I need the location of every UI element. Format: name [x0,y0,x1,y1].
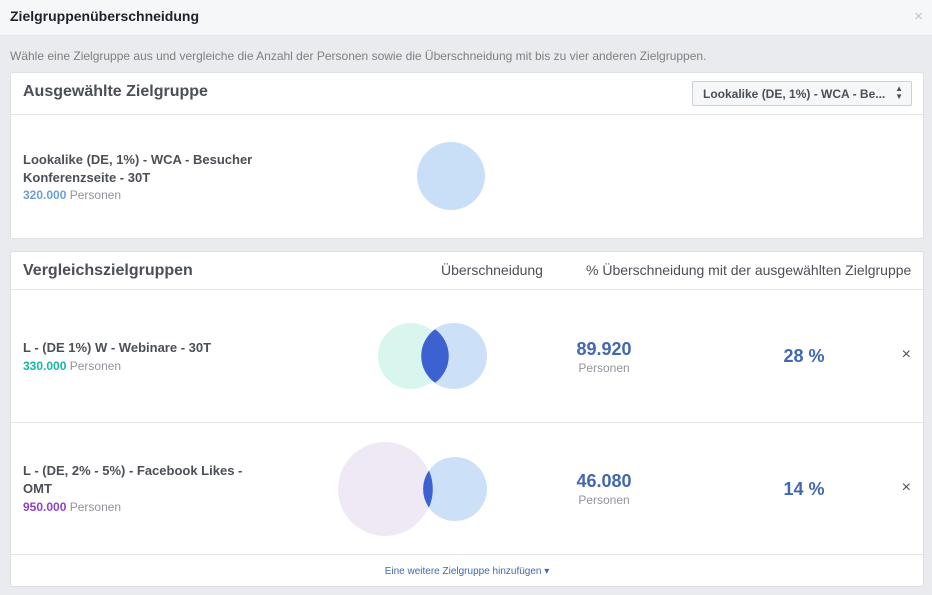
selected-audience-header: Ausgewählte Zielgruppe Lookalike (DE, 1%… [11,73,923,115]
comparison-row: L - (DE 1%) W - Webinare - 30T 330.000 P… [11,290,923,423]
selected-circle [417,142,485,210]
audience-select-value: Lookalike (DE, 1%) - WCA - Be... [703,87,886,101]
selected-audience-card: Ausgewählte Zielgruppe Lookalike (DE, 1%… [10,72,924,239]
comparison-audience-size-value: 330.000 [23,359,67,373]
overlap-count: 46.080 [576,471,632,491]
dialog-title: Zielgruppenüberschneidung [10,8,200,24]
remove-row-icon[interactable]: × [901,479,911,496]
dialog-titlebar: Zielgruppenüberschneidung × [0,0,932,36]
audience-select[interactable]: Lookalike (DE, 1%) - WCA - Be... ▲ ▼ [692,81,912,106]
comparison-row: L - (DE, 2% - 5%) - Facebook Likes - OMT… [11,423,923,555]
comparison-circle [338,442,432,536]
comparison-header: Vergleichszielgruppen Überschneidung % Ü… [11,252,923,290]
overlap-count: 89.920 [576,339,632,359]
remove-row-icon[interactable]: × [901,346,911,363]
overlap-count-unit: Personen [578,361,630,375]
selected-audience-circle [417,142,485,210]
intro-text: Wähle eine Zielgruppe aus und vergleiche… [10,49,707,63]
comparison-audience-size-unit: Personen [69,500,122,514]
selected-audience-name: Lookalike (DE, 1%) - WCA - Besucher Konf… [23,151,252,187]
comparison-audience-size: 330.000 Personen [23,359,121,373]
comparison-audience-name-line2: OMT [23,481,52,496]
selected-audience-heading: Ausgewählte Zielgruppe [23,83,208,100]
venn-diagram [378,323,487,389]
selected-audience-size-unit: Personen [69,188,122,202]
col-header-overlap: Überschneidung [441,262,543,278]
comparison-audience-name-line1: L - (DE, 2% - 5%) - Facebook Likes - [23,463,243,478]
comparison-audience-size-value: 950.000 [23,500,67,514]
add-audience-link[interactable]: Eine weitere Zielgruppe hinzufügen ▾ [384,566,550,577]
overlap-region [423,470,433,508]
comparison-audience-name: L - (DE, 2% - 5%) - Facebook Likes - OMT [23,462,242,498]
overlap-count-unit: Personen [578,493,630,507]
overlap-percent: 28 % [783,346,825,366]
selected-audience-size-value: 320.000 [23,188,67,202]
comparison-audience-size: 950.000 Personen [23,500,121,514]
comparison-card: Vergleichszielgruppen Überschneidung % Ü… [10,251,924,587]
select-arrows-icon: ▲ ▼ [895,84,903,101]
overlap-region [421,329,449,383]
selected-audience-name-line2: Konferenzseite - 30T [23,170,151,185]
comparison-heading: Vergleichszielgruppen [23,262,193,279]
comparison-audience-name-line1: L - (DE 1%) W - Webinare - 30T [23,340,212,355]
venn-diagram [338,442,487,536]
overlap-percent: 14 % [783,479,825,499]
selected-audience-name-line1: Lookalike (DE, 1%) - WCA - Besucher [23,152,253,167]
col-header-percent: % Überschneidung mit der ausgewählten Zi… [586,262,912,278]
selected-audience-size: 320.000 Personen [23,188,121,202]
comparison-audience-name: L - (DE 1%) W - Webinare - 30T [23,339,211,357]
selected-circle [423,457,487,521]
close-icon[interactable]: × [914,8,923,25]
comparison-audience-size-unit: Personen [69,359,122,373]
